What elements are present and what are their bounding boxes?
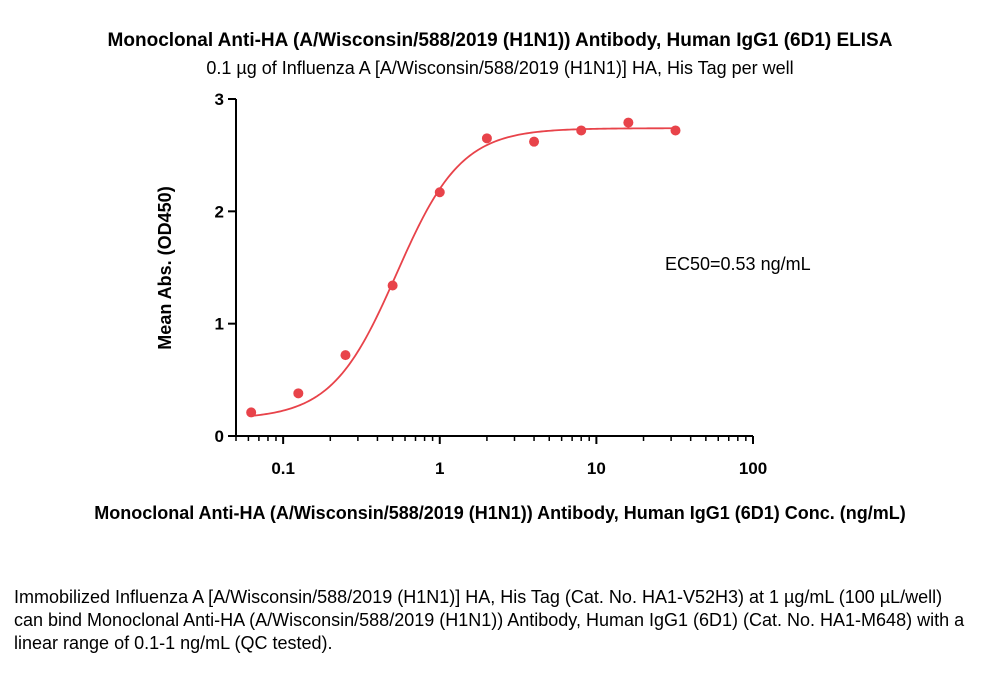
- ec50-annotation: EC50=0.53 ng/mL: [665, 254, 811, 274]
- elisa-chart: Monoclonal Anti-HA (A/Wisconsin/588/2019…: [94, 30, 906, 523]
- data-point: [387, 280, 398, 291]
- data-point: [434, 187, 445, 198]
- y-tick-label: 2: [215, 202, 224, 221]
- x-tick-label: 1: [435, 459, 444, 478]
- data-point: [576, 125, 587, 136]
- x-ticks: 0.1 1 10 100: [235, 436, 767, 478]
- chart-title: Monoclonal Anti-HA (A/Wisconsin/588/2019…: [108, 30, 893, 51]
- y-tick-label: 3: [215, 90, 224, 109]
- y-tick-label: 1: [215, 315, 224, 334]
- data-point: [529, 136, 540, 147]
- y-tick-label: 0: [215, 427, 224, 446]
- data-points: [246, 117, 681, 418]
- x-tick-label: 100: [739, 459, 767, 478]
- y-ticks: 0 1 2 3: [215, 90, 236, 446]
- x-tick-label: 10: [587, 459, 606, 478]
- data-point: [340, 350, 351, 361]
- x-tick-label: 0.1: [271, 459, 295, 478]
- data-point: [246, 407, 257, 418]
- figure-caption: Immobilized Influenza A [A/Wisconsin/588…: [14, 587, 965, 653]
- fit-curve: [251, 127, 676, 417]
- data-point: [623, 117, 634, 128]
- chart-subtitle: 0.1 µg of Influenza A [A/Wisconsin/588/2…: [206, 58, 793, 78]
- data-point: [481, 133, 492, 144]
- axes: [235, 99, 753, 437]
- y-axis-label: Mean Abs. (OD450): [155, 186, 175, 349]
- x-axis-label: Monoclonal Anti-HA (A/Wisconsin/588/2019…: [94, 503, 906, 523]
- data-point: [293, 388, 304, 399]
- data-point: [670, 125, 681, 136]
